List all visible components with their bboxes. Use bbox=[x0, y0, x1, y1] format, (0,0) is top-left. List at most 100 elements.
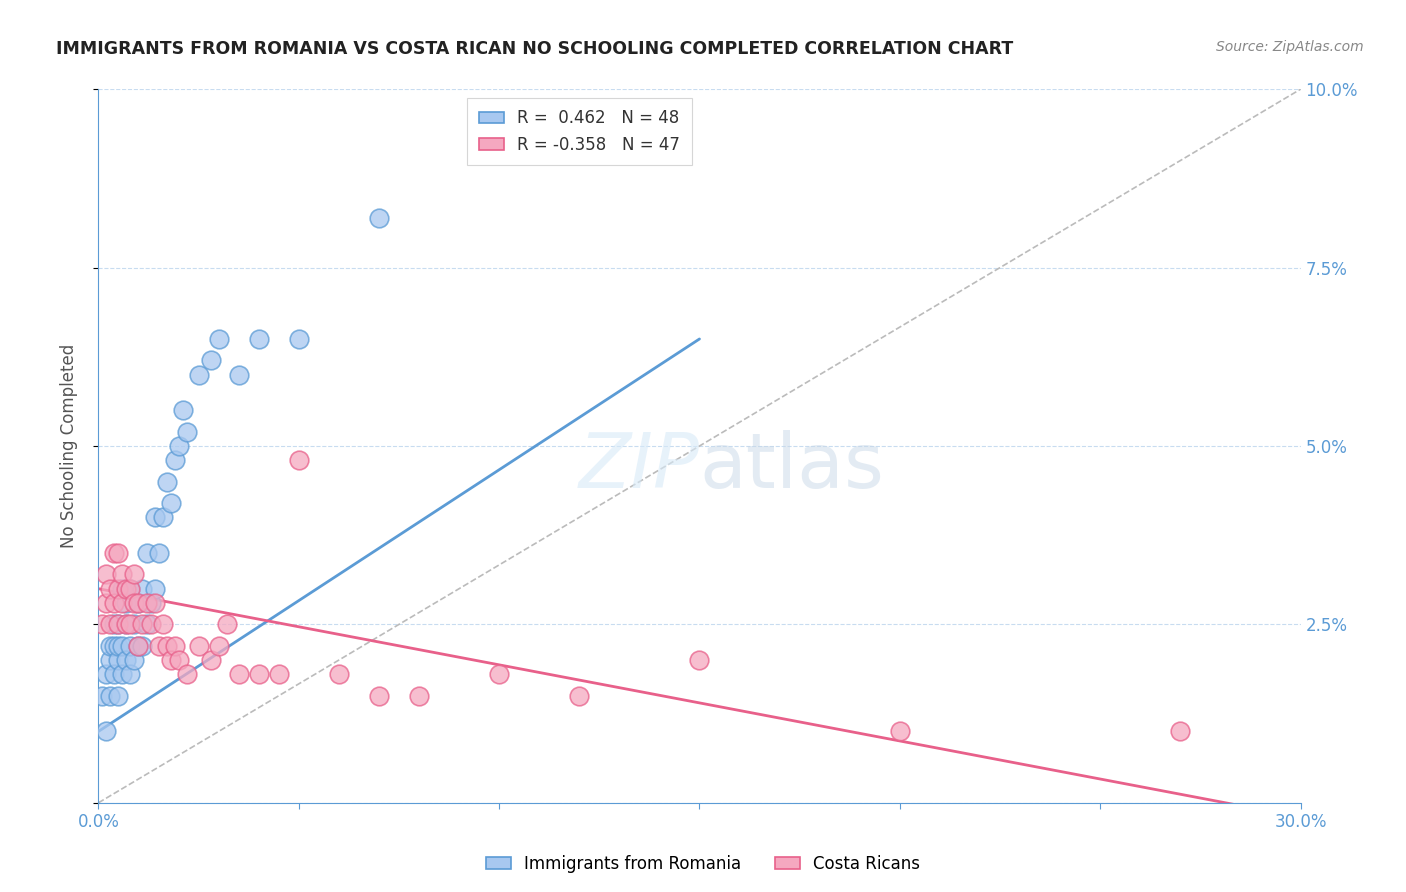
Point bbox=[228, 368, 250, 382]
Point bbox=[107, 582, 129, 596]
Point bbox=[124, 567, 146, 582]
Point bbox=[115, 596, 138, 610]
Point bbox=[187, 639, 209, 653]
Point bbox=[96, 724, 118, 739]
Point bbox=[124, 653, 146, 667]
Point bbox=[103, 617, 125, 632]
Point bbox=[131, 582, 153, 596]
Point bbox=[107, 617, 129, 632]
Point bbox=[368, 211, 391, 225]
Point bbox=[107, 546, 129, 560]
Point bbox=[172, 403, 194, 417]
Text: ZIP: ZIP bbox=[579, 431, 700, 504]
Point bbox=[155, 475, 177, 489]
Point bbox=[288, 332, 311, 346]
Point bbox=[111, 639, 134, 653]
Point bbox=[159, 496, 181, 510]
Point bbox=[152, 617, 174, 632]
Point bbox=[167, 439, 190, 453]
Point bbox=[155, 639, 177, 653]
Point bbox=[135, 596, 157, 610]
Point bbox=[100, 582, 122, 596]
Point bbox=[115, 582, 138, 596]
Point bbox=[103, 639, 125, 653]
Point bbox=[135, 617, 157, 632]
Point bbox=[107, 689, 129, 703]
Point bbox=[107, 617, 129, 632]
Point bbox=[247, 332, 270, 346]
Point bbox=[163, 639, 186, 653]
Point bbox=[128, 639, 150, 653]
Point bbox=[176, 425, 198, 439]
Point bbox=[107, 653, 129, 667]
Point bbox=[568, 689, 591, 703]
Point bbox=[131, 617, 153, 632]
Point bbox=[139, 617, 162, 632]
Point bbox=[120, 667, 142, 681]
Y-axis label: No Schooling Completed: No Schooling Completed bbox=[59, 344, 77, 548]
Point bbox=[103, 546, 125, 560]
Point bbox=[200, 353, 222, 368]
Point bbox=[288, 453, 311, 467]
Point bbox=[148, 639, 170, 653]
Point bbox=[120, 582, 142, 596]
Point bbox=[128, 639, 150, 653]
Point bbox=[124, 596, 146, 610]
Point bbox=[111, 567, 134, 582]
Point bbox=[135, 546, 157, 560]
Point bbox=[1170, 724, 1192, 739]
Point bbox=[176, 667, 198, 681]
Point bbox=[368, 689, 391, 703]
Point bbox=[208, 332, 231, 346]
Point bbox=[247, 667, 270, 681]
Text: Source: ZipAtlas.com: Source: ZipAtlas.com bbox=[1216, 40, 1364, 54]
Point bbox=[100, 689, 122, 703]
Point bbox=[143, 582, 166, 596]
Point bbox=[115, 617, 138, 632]
Point bbox=[488, 667, 510, 681]
Point bbox=[120, 582, 142, 596]
Point bbox=[328, 667, 350, 681]
Text: atlas: atlas bbox=[700, 431, 884, 504]
Point bbox=[128, 596, 150, 610]
Point bbox=[215, 617, 238, 632]
Point bbox=[148, 546, 170, 560]
Point bbox=[100, 653, 122, 667]
Point bbox=[408, 689, 430, 703]
Point bbox=[111, 667, 134, 681]
Point bbox=[143, 596, 166, 610]
Point bbox=[107, 639, 129, 653]
Point bbox=[267, 667, 290, 681]
Point bbox=[96, 596, 118, 610]
Point bbox=[159, 653, 181, 667]
Point bbox=[115, 653, 138, 667]
Point bbox=[120, 617, 142, 632]
Point bbox=[143, 510, 166, 524]
Point bbox=[163, 453, 186, 467]
Point bbox=[167, 653, 190, 667]
Legend: Immigrants from Romania, Costa Ricans: Immigrants from Romania, Costa Ricans bbox=[479, 848, 927, 880]
Point bbox=[103, 596, 125, 610]
Point bbox=[96, 567, 118, 582]
Legend: R =  0.462   N = 48, R = -0.358   N = 47: R = 0.462 N = 48, R = -0.358 N = 47 bbox=[467, 97, 692, 165]
Point bbox=[100, 617, 122, 632]
Point bbox=[889, 724, 911, 739]
Point bbox=[131, 639, 153, 653]
Point bbox=[103, 667, 125, 681]
Point bbox=[115, 617, 138, 632]
Point bbox=[228, 667, 250, 681]
Point bbox=[152, 510, 174, 524]
Point bbox=[689, 653, 711, 667]
Point bbox=[128, 596, 150, 610]
Point bbox=[187, 368, 209, 382]
Point bbox=[91, 617, 114, 632]
Point bbox=[200, 653, 222, 667]
Text: IMMIGRANTS FROM ROMANIA VS COSTA RICAN NO SCHOOLING COMPLETED CORRELATION CHART: IMMIGRANTS FROM ROMANIA VS COSTA RICAN N… bbox=[56, 40, 1014, 58]
Point bbox=[139, 596, 162, 610]
Point bbox=[111, 596, 134, 610]
Point bbox=[111, 582, 134, 596]
Point bbox=[120, 639, 142, 653]
Point bbox=[96, 667, 118, 681]
Point bbox=[124, 617, 146, 632]
Point bbox=[91, 689, 114, 703]
